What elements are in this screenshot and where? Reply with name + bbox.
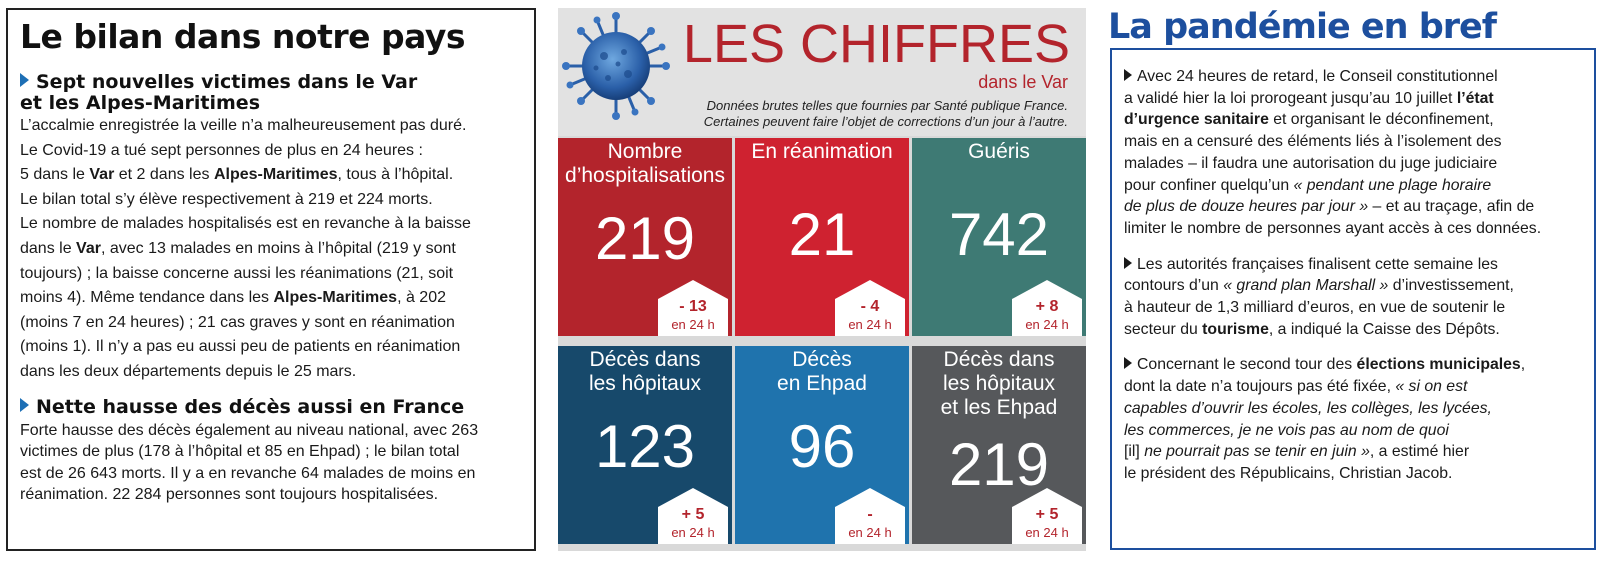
stat-tile: Décès dans les hôpitaux 123 + 5 en 24 h <box>558 346 732 544</box>
stat-tile: Guéris 742 + 8 en 24 h <box>912 138 1086 336</box>
delta-badge: - 4 en 24 h <box>835 280 905 336</box>
right-article: Avec 24 heures de retard, le Conseil con… <box>1110 48 1596 550</box>
section1-body: L’accalmie enregistrée la veille n’a mal… <box>20 117 471 380</box>
stat-label: Guéris <box>968 140 1030 163</box>
delta-unit: en 24 h <box>848 317 892 332</box>
delta-value: - 4 <box>860 298 880 315</box>
virus-illustration-icon <box>562 12 670 120</box>
triangle-bullet-icon <box>1124 69 1132 81</box>
delta-value: + 5 <box>681 506 705 523</box>
delta-value: - <box>867 506 873 523</box>
source-note: Données brutes telles que fournies par S… <box>703 98 1068 129</box>
stat-value: 123 <box>594 413 696 480</box>
triangle-bullet-icon <box>20 73 29 87</box>
left-title: Le bilan dans notre pays <box>20 17 466 56</box>
stat-value: 96 <box>788 413 856 480</box>
triangle-bullet-icon <box>1124 357 1132 370</box>
delta-badge: + 5 en 24 h <box>658 488 728 544</box>
stat-tile: Décès en Ehpad 96 - en 24 h <box>735 346 909 544</box>
section2-body: Forte hausse des décès également au nive… <box>20 421 479 504</box>
section2-heading: Nette hausse des décès aussi en France <box>20 396 522 418</box>
brief-item-1: Avec 24 heures de retard, le Conseil con… <box>1124 68 1542 237</box>
delta-unit: en 24 h <box>848 525 892 540</box>
stat-tile: Décès dans les hôpitaux et les Ehpad 219 + 5… <box>912 346 1086 544</box>
delta-unit: en 24 h <box>671 317 715 332</box>
stat-label: Décès en Ehpad <box>777 348 867 395</box>
infographic-header: LES CHIFFRES dans le Var Données brutes … <box>558 8 1086 136</box>
stat-label: Nombre d’hospitalisations <box>565 140 725 187</box>
triangle-bullet-icon <box>1124 256 1132 269</box>
delta-badge: + 8 en 24 h <box>1012 280 1082 336</box>
stat-label: En réanimation <box>751 140 893 163</box>
delta-value: - 13 <box>679 298 707 315</box>
infographic-title: LES CHIFFRES <box>682 14 1070 74</box>
brief-item-3: Concernant le second tour des élections … <box>1124 356 1526 482</box>
delta-badge: - 13 en 24 h <box>658 280 728 336</box>
triangle-bullet-icon <box>20 397 29 412</box>
stat-tile: En réanimation 21 - 4 en 24 h <box>735 138 909 336</box>
stat-label: Décès dans les hôpitaux <box>588 348 702 395</box>
stat-value: 219 <box>948 431 1050 498</box>
stat-value: 219 <box>594 205 696 272</box>
delta-badge: - en 24 h <box>835 488 905 544</box>
brief-item-2: Les autorités françaises finalisent cett… <box>1124 255 1514 338</box>
delta-unit: en 24 h <box>1025 525 1069 540</box>
delta-value: + 5 <box>1035 506 1059 523</box>
delta-unit: en 24 h <box>671 525 715 540</box>
stat-value: 21 <box>788 201 856 268</box>
stat-tile: Nombre d’hospitalisations 219 - 13 en 24 h <box>558 138 732 336</box>
stat-value: 742 <box>948 201 1050 268</box>
stat-label: Décès dans les hôpitaux et les Ehpad <box>940 348 1058 419</box>
right-title: La pandémie en bref <box>1108 7 1497 47</box>
section1-heading: Sept nouvelles victimes dans le Var et l… <box>20 71 418 114</box>
delta-unit: en 24 h <box>1025 317 1069 332</box>
figures-infographic: LES CHIFFRES dans le Var Données brutes … <box>558 8 1086 551</box>
left-article: Le bilan dans notre pays Sept nouvelles … <box>6 8 536 551</box>
infographic-subtitle: dans le Var <box>978 72 1068 92</box>
delta-value: + 8 <box>1035 298 1059 315</box>
